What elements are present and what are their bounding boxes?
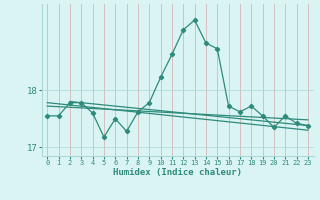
X-axis label: Humidex (Indice chaleur): Humidex (Indice chaleur) <box>113 168 242 177</box>
